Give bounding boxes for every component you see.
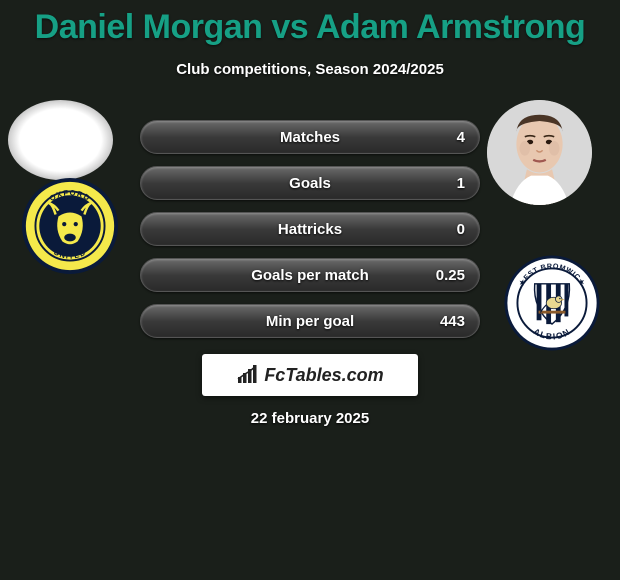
- stat-label: Goals: [289, 175, 331, 192]
- stat-value-right: 0.25: [436, 267, 465, 284]
- stat-value-right: 4: [457, 129, 465, 146]
- subtitle: Club competitions, Season 2024/2025: [0, 61, 620, 78]
- bars-icon: [236, 365, 260, 385]
- wba-badge-icon: ★EST BROMWIC★ ALBION: [504, 255, 600, 351]
- club-left-badge: OXFORD UNITED: [22, 178, 118, 274]
- stats-container: Matches 4 Goals 1 Hattricks 0 Goals per …: [140, 120, 480, 350]
- stat-row: Min per goal 443: [140, 304, 480, 338]
- stat-label: Matches: [280, 129, 340, 146]
- player-right-avatar: [487, 100, 592, 205]
- stat-value-right: 1: [457, 175, 465, 192]
- stat-value-right: 0: [457, 221, 465, 238]
- page-title: Daniel Morgan vs Adam Armstrong: [0, 0, 620, 47]
- stat-label: Min per goal: [266, 313, 354, 330]
- stat-row: Hattricks 0: [140, 212, 480, 246]
- stat-value-right: 443: [440, 313, 465, 330]
- stat-row: Matches 4: [140, 120, 480, 154]
- club-right-badge: ★EST BROMWIC★ ALBION: [504, 255, 600, 351]
- date-text: 22 february 2025: [0, 410, 620, 427]
- player-left-avatar: [8, 100, 113, 180]
- face-icon: [487, 100, 592, 205]
- stat-label: Hattricks: [278, 221, 342, 238]
- brand-text: FcTables.com: [264, 365, 383, 386]
- oxford-badge-icon: OXFORD UNITED: [22, 178, 118, 274]
- brand-box: FcTables.com: [202, 354, 418, 396]
- stat-row: Goals per match 0.25: [140, 258, 480, 292]
- stat-row: Goals 1: [140, 166, 480, 200]
- stat-label: Goals per match: [251, 267, 369, 284]
